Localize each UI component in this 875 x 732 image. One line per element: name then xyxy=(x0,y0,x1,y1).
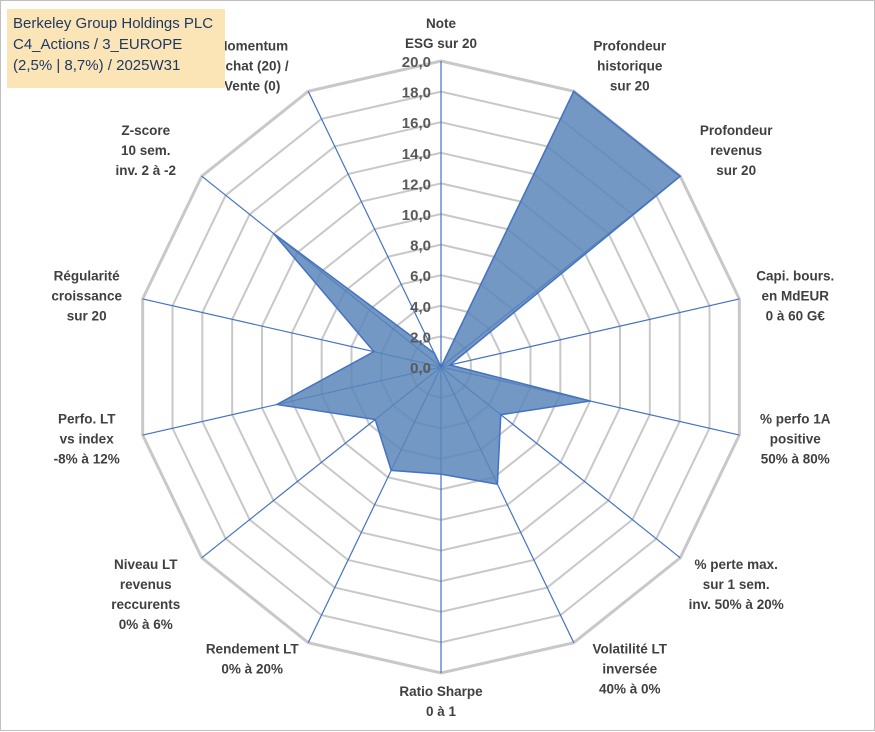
axis-label-1-line-0: Profondeur xyxy=(593,38,666,53)
axis-label-11-line-0: Régularité xyxy=(54,268,121,283)
chart-title-line-3: (2,5% | 8,7%) / 2025W31 xyxy=(13,57,181,74)
axis-label-3: Capi. bours. en MdEUR 0 à 60 G€ xyxy=(756,268,834,323)
axis-label-8-line-0: Rendement LT xyxy=(206,642,300,657)
axis-label-9-line-3: 0% à 6% xyxy=(119,617,173,632)
axis-label-1-line-1: historique xyxy=(597,58,663,73)
axis-label-9: Niveau LT revenus reccurents 0% à 6% xyxy=(111,557,180,632)
spoke-3 xyxy=(440,298,740,368)
radar-tick-labels: 0,0 2,0 4,0 6,0 8,0 10,0 12,0 14,0 16,0 18,0 20,0 xyxy=(402,54,431,377)
axis-label-9-line-1: revenus xyxy=(120,577,172,592)
tick-label-6: 12,0 xyxy=(402,176,431,193)
axis-label-4-line-2: 50% à 80% xyxy=(761,452,830,467)
axis-label-13-line-1: Achat (20) / xyxy=(216,58,289,73)
spoke-13 xyxy=(307,91,442,368)
radar-axis-labels: Note ESG sur 20 Profondeur historique sur 20… xyxy=(51,16,834,719)
axis-label-11-line-2: sur 20 xyxy=(67,308,107,323)
tick-label-2: 4,0 xyxy=(410,299,431,316)
axis-label-6-line-1: inversée xyxy=(602,662,657,677)
axis-label-12-line-1: 10 sem. xyxy=(121,143,171,158)
axis-label-2: Profondeur revenus sur 20 xyxy=(700,123,773,178)
axis-label-0-line-1: ESG sur 20 xyxy=(405,36,477,51)
series-area xyxy=(272,90,682,486)
axis-label-7-line-0: Ratio Sharpe xyxy=(399,684,483,699)
tick-label-1: 2,0 xyxy=(410,329,431,346)
axis-label-10: Perfo. LT vs index -8% à 12% xyxy=(54,412,120,467)
axis-label-12-line-0: Z-score xyxy=(121,123,170,138)
axis-label-8-line-1: 0% à 20% xyxy=(221,662,283,677)
axis-label-5-line-1: sur 1 sem. xyxy=(703,577,770,592)
axis-label-6: Volatilité LT inversée 40% à 0% xyxy=(593,642,668,697)
axis-label-4: % perfo 1A positive 50% à 80% xyxy=(760,412,831,467)
axis-label-3-line-1: en MdEUR xyxy=(762,288,830,303)
axis-label-5-line-2: inv. 50% à 20% xyxy=(689,597,784,612)
axis-label-0-line-0: Note xyxy=(426,16,456,31)
tick-label-4: 8,0 xyxy=(410,238,431,255)
axis-label-4-line-0: % perfo 1A xyxy=(760,412,831,427)
axis-label-11-line-1: croissance xyxy=(51,288,122,303)
axis-label-12: Z-score 10 sem. inv. 2 à -2 xyxy=(116,123,177,178)
axis-label-6-line-0: Volatilité LT xyxy=(593,642,668,657)
axis-label-5: % perte max. sur 1 sem. inv. 50% à 20% xyxy=(689,557,784,612)
chart-title-box: Berkeley Group Holdings PLC C4_Actions /… xyxy=(7,9,225,88)
tick-label-10: 20,0 xyxy=(402,54,431,71)
axis-label-1: Profondeur historique sur 20 xyxy=(593,38,666,93)
axis-label-9-line-2: reccurents xyxy=(111,597,180,612)
tick-label-8: 16,0 xyxy=(402,115,431,132)
tick-label-9: 18,0 xyxy=(402,85,431,102)
axis-label-1-line-2: sur 20 xyxy=(610,78,650,93)
axis-label-4-line-1: positive xyxy=(770,432,822,447)
axis-label-12-line-2: inv. 2 à -2 xyxy=(116,163,177,178)
axis-label-13-line-2: Vente (0) xyxy=(224,78,280,93)
tick-label-0: 0,0 xyxy=(410,360,431,377)
chart-title-line-2: C4_Actions / 3_EUROPE xyxy=(13,36,183,53)
axis-label-11: Régularité croissance sur 20 xyxy=(51,268,122,323)
axis-label-10-line-0: Perfo. LT xyxy=(58,412,116,427)
axis-label-0: Note ESG sur 20 xyxy=(405,16,477,51)
axis-label-9-line-0: Niveau LT xyxy=(114,557,178,572)
chart-title-line-1: Berkeley Group Holdings PLC xyxy=(13,15,214,32)
axis-label-5-line-0: % perte max. xyxy=(695,557,778,572)
tick-label-3: 6,0 xyxy=(410,268,431,285)
axis-label-2-line-0: Profondeur xyxy=(700,123,773,138)
axis-label-2-line-1: revenus xyxy=(710,143,762,158)
axis-label-10-line-1: vs index xyxy=(60,432,115,447)
axis-label-7-line-1: 0 à 1 xyxy=(426,704,457,719)
axis-label-3-line-2: 0 à 60 G€ xyxy=(766,308,826,323)
axis-label-13: Momentum Achat (20) / Vente (0) xyxy=(216,38,289,93)
axis-label-2-line-2: sur 20 xyxy=(716,163,756,178)
tick-label-7: 14,0 xyxy=(402,146,431,163)
axis-label-13-line-0: Momentum xyxy=(216,38,288,53)
axis-label-6-line-2: 40% à 0% xyxy=(599,682,661,697)
axis-label-3-line-0: Capi. bours. xyxy=(756,268,834,283)
axis-label-10-line-2: -8% à 12% xyxy=(54,452,120,467)
axis-label-8: Rendement LT 0% à 20% xyxy=(206,642,300,677)
tick-label-5: 10,0 xyxy=(402,207,431,224)
axis-label-7: Ratio Sharpe 0 à 1 xyxy=(399,684,483,719)
radar-series xyxy=(272,90,682,486)
